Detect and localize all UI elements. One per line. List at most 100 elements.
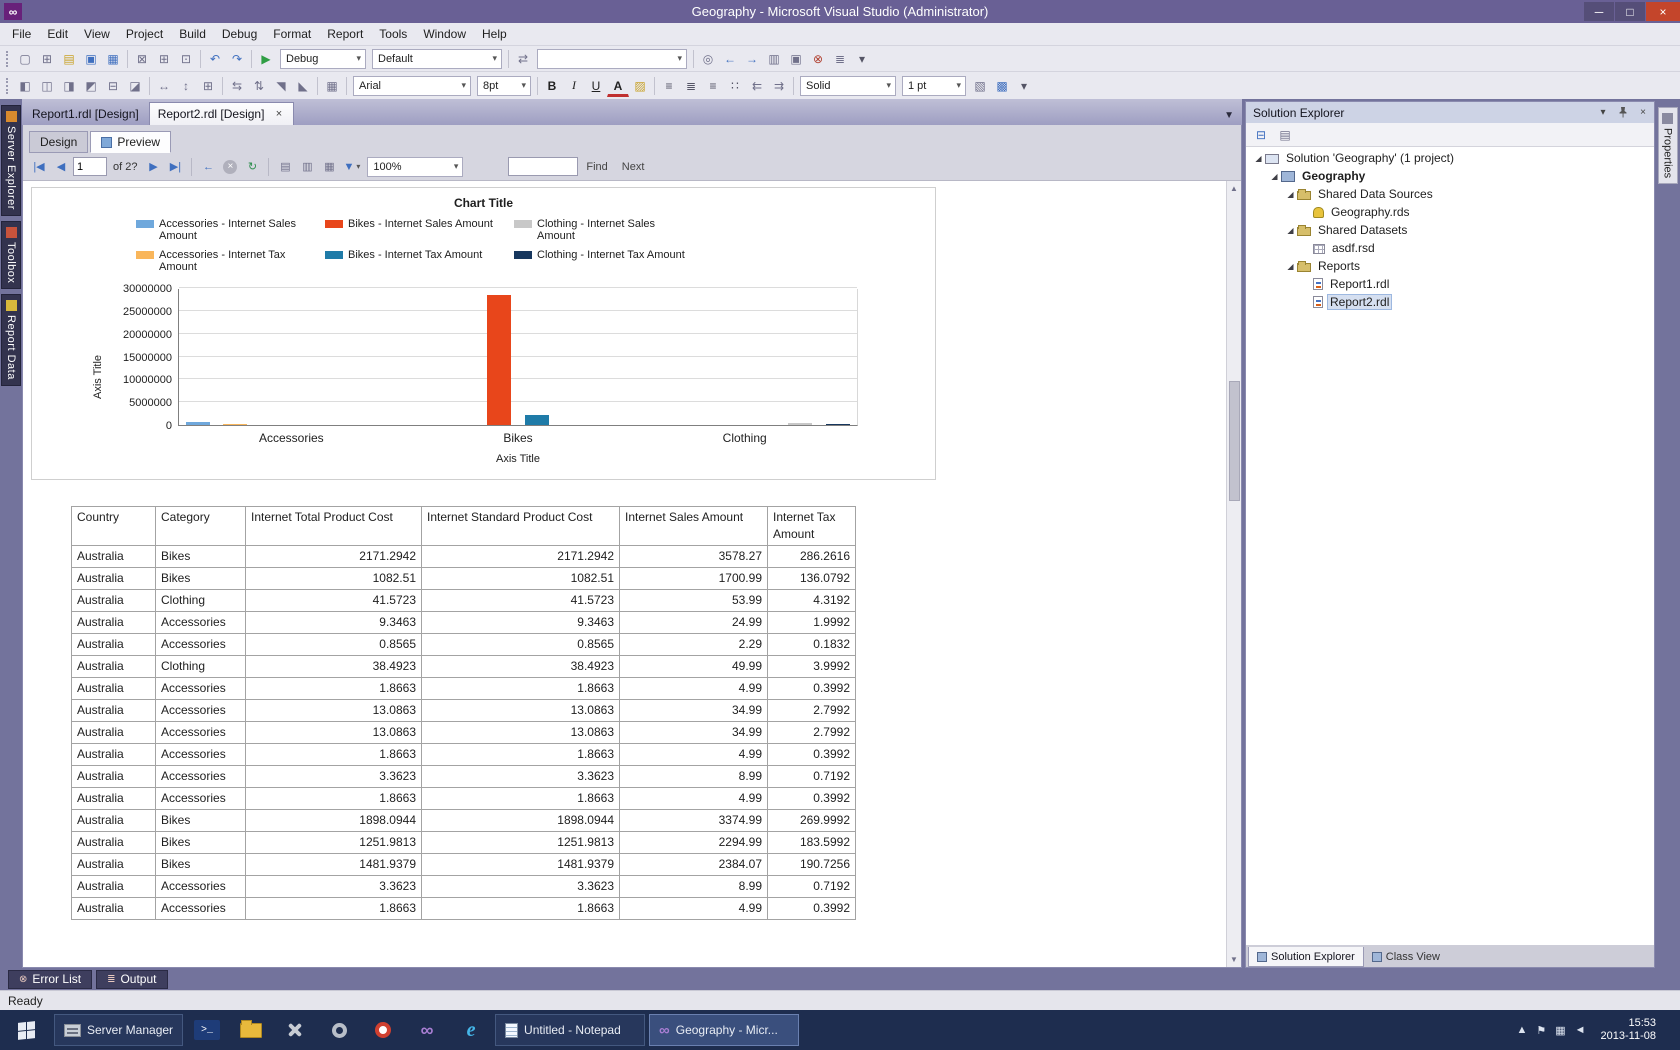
font-size-combo[interactable]: 8pt ▾: [477, 75, 531, 96]
last-page-button[interactable]: ▶|: [169, 161, 182, 173]
cut-icon[interactable]: ⊠: [136, 51, 148, 66]
close-icon[interactable]: ×: [275, 108, 283, 120]
parent-report-button[interactable]: ←: [202, 160, 214, 173]
toolbar-overflow-icon[interactable]: ▾: [858, 51, 866, 66]
file-explorer-button[interactable]: [230, 1010, 272, 1050]
align-centers-icon[interactable]: ◫: [41, 78, 53, 93]
find-next-button[interactable]: Next: [621, 160, 645, 173]
toolbar-grip[interactable]: [6, 50, 10, 67]
properties-window-icon[interactable]: ▣: [790, 51, 802, 66]
print-layout-button[interactable]: ▥: [302, 161, 313, 173]
navigate-forward-icon[interactable]: →: [746, 51, 758, 66]
scroll-down-icon[interactable]: ▼: [1230, 955, 1238, 964]
menu-build[interactable]: Build: [179, 27, 206, 41]
tree-item-report2-rdl[interactable]: Report2.rdl: [1246, 293, 1654, 311]
tree-item-geography-rds[interactable]: Geography.rds: [1246, 203, 1654, 221]
menu-help[interactable]: Help: [482, 27, 507, 41]
bold-icon[interactable]: B: [547, 78, 557, 93]
scroll-up-icon[interactable]: ▲: [1230, 184, 1238, 193]
visual-studio-button[interactable]: ∞: [406, 1010, 448, 1050]
save-icon[interactable]: ▣: [85, 51, 97, 66]
find-in-files-icon[interactable]: ◎: [702, 51, 714, 66]
menu-tools[interactable]: Tools: [379, 27, 408, 41]
expand-collapse-icon[interactable]: ◢: [1287, 189, 1294, 199]
quick-search-combo[interactable]: ▾: [537, 48, 687, 69]
platform-combo[interactable]: Default ▾: [372, 48, 502, 69]
tab-design[interactable]: Design: [29, 131, 89, 153]
font-family-combo[interactable]: Arial ▾: [353, 75, 471, 96]
menu-format[interactable]: Format: [273, 27, 312, 41]
attach-process-icon[interactable]: ⇄: [517, 51, 529, 66]
refresh-button[interactable]: ↻: [247, 161, 258, 173]
border-width-combo[interactable]: 1 pt ▾: [902, 75, 966, 96]
chevron-down-icon[interactable]: ▾: [677, 53, 682, 63]
expand-collapse-icon[interactable]: ◢: [1287, 261, 1294, 271]
find-text-input[interactable]: [508, 157, 579, 176]
page-number-input[interactable]: [73, 157, 107, 176]
vertical-scrollbar[interactable]: ▲ ▼: [1226, 181, 1241, 967]
powershell-button[interactable]: >_: [186, 1010, 228, 1050]
text-align-left-icon[interactable]: ≡: [665, 78, 673, 93]
tab-output[interactable]: ≣ Output: [96, 969, 168, 989]
toolbar-grip[interactable]: [6, 77, 10, 94]
error-list-icon[interactable]: ⊗: [812, 51, 824, 66]
close-icon[interactable]: ×: [1640, 107, 1646, 118]
stop-rendering-button[interactable]: ×: [220, 157, 240, 177]
text-align-center-icon[interactable]: ≣: [685, 78, 697, 93]
sidebar-tab-report-data[interactable]: Report Data: [1, 294, 21, 387]
flag-icon[interactable]: ⚑: [1536, 1024, 1547, 1037]
output-window-icon[interactable]: ≣: [834, 51, 846, 66]
tab-error-list[interactable]: ⊗ Error List: [8, 969, 93, 989]
make-same-height-icon[interactable]: ↕: [183, 78, 189, 93]
expand-collapse-icon[interactable]: ◢: [1255, 153, 1262, 163]
undo-icon[interactable]: ↶: [209, 51, 221, 66]
settings-button[interactable]: [318, 1010, 360, 1050]
window-button-untitled-notepad[interactable]: Untitled - Notepad: [495, 1014, 646, 1046]
highlight-color-icon[interactable]: ▨: [634, 78, 646, 93]
border-style-combo[interactable]: Solid ▾: [800, 75, 896, 96]
tree-item-reports[interactable]: ◢ Reports: [1246, 257, 1654, 275]
menu-view[interactable]: View: [84, 27, 110, 41]
menu-report[interactable]: Report: [327, 27, 364, 41]
server-manager-button[interactable]: Server Manager: [54, 1014, 184, 1046]
window-button-geography-micr[interactable]: ∞ Geography - Micr...: [649, 1014, 800, 1046]
new-project-icon[interactable]: ▢: [19, 51, 31, 66]
paste-icon[interactable]: ⊡: [180, 51, 192, 66]
align-tops-icon[interactable]: ◩: [85, 78, 97, 93]
make-same-size-icon[interactable]: ⊞: [202, 78, 214, 93]
horizontal-spacing-icon[interactable]: ⇆: [231, 78, 243, 93]
decrease-indent-icon[interactable]: ⇇: [751, 78, 763, 93]
minimize-button[interactable]: ─: [1584, 2, 1614, 21]
send-to-back-icon[interactable]: ◣: [298, 78, 308, 93]
admin-tools-button[interactable]: [274, 1010, 316, 1050]
toolbar-overflow-icon[interactable]: ▾: [1020, 78, 1028, 93]
zoom-select[interactable]: 100% ▾: [367, 156, 464, 177]
chevron-down-icon[interactable]: ▾: [461, 80, 466, 90]
font-color-icon[interactable]: A: [607, 77, 629, 97]
window-position-icon[interactable]: ▾: [1600, 107, 1606, 118]
open-file-icon[interactable]: ▤: [63, 51, 75, 66]
snap-to-grid-icon[interactable]: ▦: [326, 78, 338, 93]
fill-color-icon[interactable]: ▩: [996, 78, 1008, 93]
bring-to-front-icon[interactable]: ◥: [276, 78, 286, 93]
expand-collapse-icon[interactable]: ◢: [1287, 225, 1294, 235]
network-icon[interactable]: ▦: [1555, 1024, 1566, 1037]
print-button[interactable]: ▤: [280, 161, 291, 173]
export-button[interactable]: ▼ ▾: [343, 160, 361, 173]
document-list-chevron-icon[interactable]: ▼: [1224, 110, 1234, 121]
expand-collapse-icon[interactable]: ◢: [1271, 171, 1278, 181]
tab-solution-explorer[interactable]: Solution Explorer: [1248, 947, 1364, 967]
tree-item-geography[interactable]: ◢ Geography: [1246, 167, 1654, 185]
next-page-button[interactable]: ▶: [149, 161, 158, 173]
tree-item-shared-datasets[interactable]: ◢ Shared Datasets: [1246, 221, 1654, 239]
chevron-down-icon[interactable]: ▾: [521, 80, 526, 90]
volume-icon[interactable]: ◄: [1574, 1024, 1586, 1036]
align-middles-icon[interactable]: ⊟: [107, 78, 119, 93]
tree-item-report1-rdl[interactable]: Report1.rdl: [1246, 275, 1654, 293]
document-tab-report2-rdl-design[interactable]: Report2.rdl [Design] ×: [148, 102, 295, 125]
show-hidden-icons-button[interactable]: ▲: [1516, 1024, 1528, 1036]
copy-icon[interactable]: ⊞: [158, 51, 170, 66]
underline-icon[interactable]: U: [591, 78, 601, 93]
solution-explorer-icon[interactable]: ▥: [768, 51, 780, 66]
close-button[interactable]: ×: [1646, 2, 1680, 21]
